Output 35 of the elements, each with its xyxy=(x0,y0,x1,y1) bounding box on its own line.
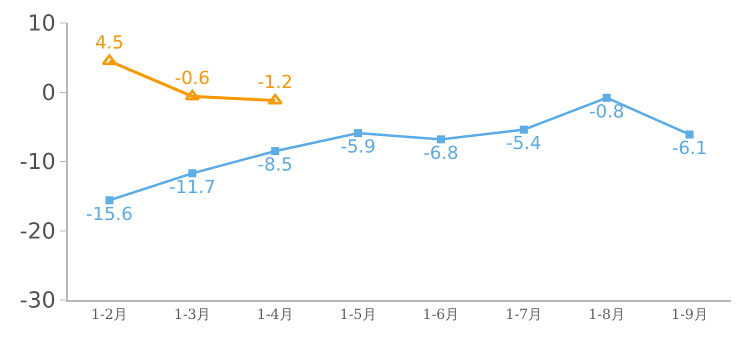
x-tick-label: 1-3月 xyxy=(174,306,211,323)
x-tick-label: 1-8月 xyxy=(588,306,625,323)
point xyxy=(188,169,196,178)
data-label: -1.2 xyxy=(258,72,293,94)
data-label: -0.8 xyxy=(589,101,624,122)
data-label: -8.5 xyxy=(258,154,293,176)
data-label: -0.6 xyxy=(174,68,210,90)
y-tick-label: -10 xyxy=(20,150,56,176)
point xyxy=(184,90,200,100)
data-label: -11.7 xyxy=(169,176,216,198)
point xyxy=(271,147,280,156)
x-tick-label: 1-7月 xyxy=(506,306,542,323)
y-tick-label: -30 xyxy=(20,288,56,314)
point xyxy=(354,129,362,138)
x-tick-label: 1-5月 xyxy=(340,306,376,323)
data-label: -6.1 xyxy=(672,138,708,159)
point xyxy=(520,126,528,134)
x-tick-label: 1-2月 xyxy=(91,306,128,323)
y-tick-label: 0 xyxy=(42,80,56,106)
point xyxy=(436,135,445,144)
data-label: -5.9 xyxy=(340,136,376,158)
x-tick-label: 1-6月 xyxy=(422,306,460,323)
y-tick-label: -20 xyxy=(20,219,56,244)
y-tick-label: 10 xyxy=(28,12,56,37)
data-label: -15.6 xyxy=(86,204,133,225)
x-tick-label: 1-9月 xyxy=(671,306,708,323)
point xyxy=(105,196,114,204)
point xyxy=(686,130,694,138)
x-tick-label: 1-4月 xyxy=(256,306,294,323)
point xyxy=(602,94,611,102)
data-label: -5.4 xyxy=(506,133,542,154)
point xyxy=(268,94,283,105)
point xyxy=(102,54,118,66)
data-label: -6.8 xyxy=(423,142,459,164)
data-label: 4.5 xyxy=(95,32,124,54)
